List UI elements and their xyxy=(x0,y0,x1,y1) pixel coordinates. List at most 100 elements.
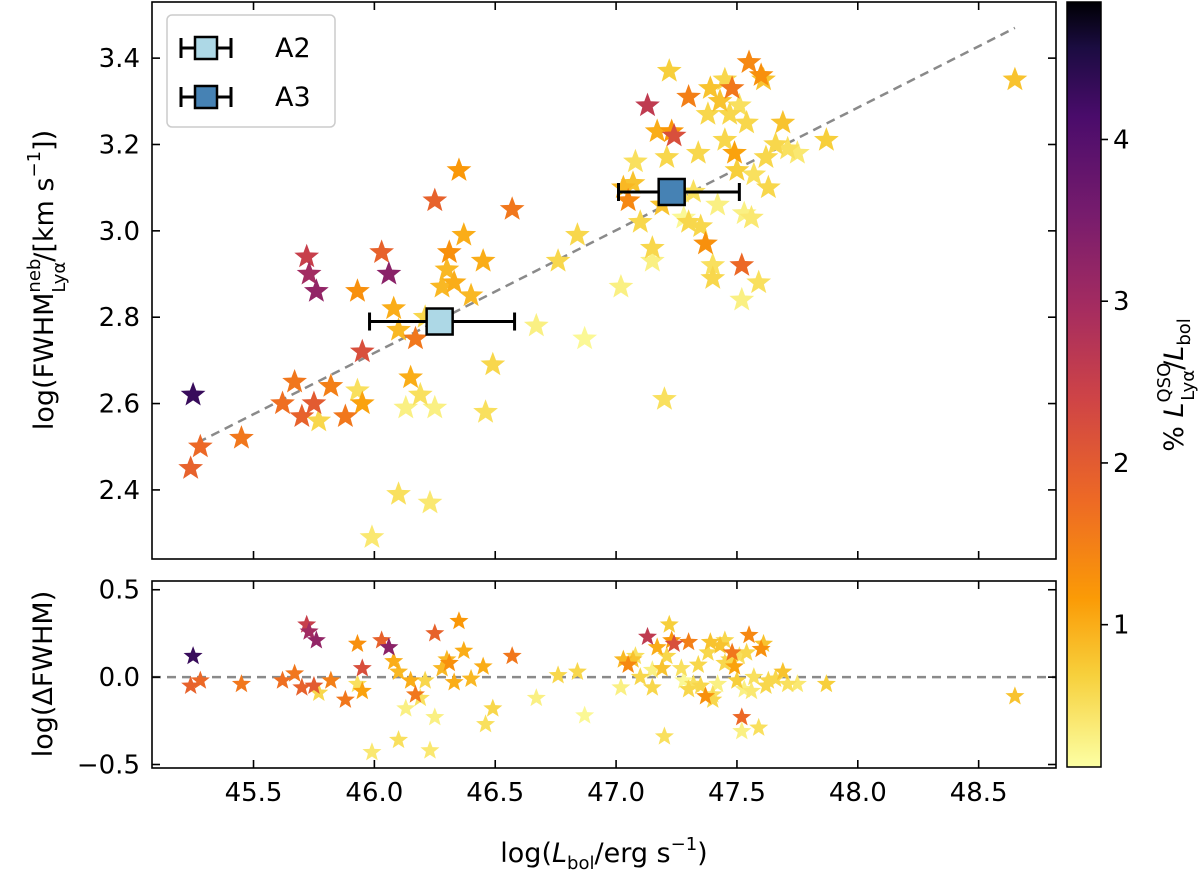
main-star-94 xyxy=(753,144,779,168)
residual-star-55 xyxy=(642,660,662,679)
main-star-32 xyxy=(434,256,460,281)
main-star-75 xyxy=(705,191,730,216)
main-star-52 xyxy=(627,209,653,233)
residual-star-49 xyxy=(618,654,638,673)
residual-star-78 xyxy=(715,653,735,672)
residual-star-20 xyxy=(384,651,404,670)
residual-star-85 xyxy=(732,721,752,740)
residual-panel: −0.50.00.5 45.5 46.0 46.5 47.0 47.5 48.0 48.5 … xyxy=(28,576,1057,873)
residual-y-tick-label: 0.0 xyxy=(99,663,140,693)
main-star-0 xyxy=(180,381,206,406)
residual-star-58 xyxy=(654,726,674,745)
residual-star-62 xyxy=(664,633,684,653)
residual-star-80 xyxy=(722,642,742,661)
main-star-84 xyxy=(729,252,755,276)
main-star-51 xyxy=(623,148,648,173)
main-star-85 xyxy=(729,286,755,311)
main-star-65 xyxy=(676,209,701,233)
main-star-60 xyxy=(656,58,682,82)
main-star-88 xyxy=(736,49,762,73)
main-axes-frame xyxy=(151,1,1057,560)
main-star-27 xyxy=(412,304,438,328)
legend-label-a3: A3 xyxy=(275,82,311,113)
main-star-7 xyxy=(294,243,320,268)
residual-x-tick-label: 48.0 xyxy=(829,778,887,808)
residual-x-tick-label: 45.5 xyxy=(225,778,283,808)
main-star-53 xyxy=(635,92,660,117)
residual-star-98 xyxy=(778,674,798,693)
binned-points xyxy=(368,177,741,336)
residual-star-77 xyxy=(715,630,735,649)
colorbar-tick-label: 2 xyxy=(1113,449,1130,479)
colorbar-tick-label: 1 xyxy=(1113,611,1130,641)
residual-star-51 xyxy=(625,646,645,665)
main-star-5 xyxy=(282,368,307,393)
main-stars xyxy=(178,49,1028,548)
main-star-59 xyxy=(654,144,680,168)
colorbar-gradient xyxy=(1066,1,1102,768)
binned-point-a3 xyxy=(617,177,741,207)
residual-star-24 xyxy=(401,670,421,689)
residual-star-79 xyxy=(720,649,740,668)
main-star-30 xyxy=(422,187,448,212)
main-star-13 xyxy=(333,403,358,428)
main-y-tick-label: 2.6 xyxy=(99,390,140,420)
residual-star-28 xyxy=(420,740,440,759)
residual-star-18 xyxy=(372,630,392,649)
main-star-22 xyxy=(386,481,411,505)
residual-star-50 xyxy=(623,649,643,668)
main-star-18 xyxy=(369,239,394,263)
main-star-58 xyxy=(652,386,677,410)
main-star-77 xyxy=(712,66,738,91)
main-star-38 xyxy=(470,248,496,272)
main-star-56 xyxy=(644,118,670,143)
residual-plot-area xyxy=(152,611,1056,761)
main-star-31 xyxy=(429,273,455,298)
residual-y-tick-label: 0.5 xyxy=(99,576,140,606)
fit-line xyxy=(197,26,1016,444)
main-star-3 xyxy=(229,425,254,449)
residual-star-91 xyxy=(749,717,769,736)
residual-star-4 xyxy=(273,670,293,689)
main-y-tick-label: 2.4 xyxy=(99,476,140,506)
residual-star-54 xyxy=(642,677,662,696)
residual-star-53 xyxy=(638,626,658,646)
main-star-76 xyxy=(707,88,733,112)
main-star-89 xyxy=(739,204,764,229)
main-star-25 xyxy=(403,325,428,350)
residual-star-38 xyxy=(473,656,493,675)
residual-axes-frame xyxy=(151,580,1057,769)
residual-star-16 xyxy=(352,681,372,700)
main-star-69 xyxy=(688,213,714,238)
main-star-68 xyxy=(685,140,711,164)
main-star-39 xyxy=(473,399,498,423)
residual-star-87 xyxy=(737,642,757,661)
main-star-91 xyxy=(746,269,772,294)
residual-star-13 xyxy=(335,689,355,708)
residual-star-37 xyxy=(461,668,481,687)
residual-star-82 xyxy=(727,670,747,689)
residual-star-47 xyxy=(611,677,631,696)
residual-y-tick-label: −0.5 xyxy=(77,751,140,781)
main-star-80 xyxy=(719,75,745,99)
x-axis-label: log(Lbol/erg s−1) xyxy=(500,834,707,873)
residual-star-70 xyxy=(696,686,716,705)
colorbar-tick-label: 3 xyxy=(1113,287,1130,317)
residual-star-46 xyxy=(362,742,382,761)
main-star-82 xyxy=(724,157,750,181)
main-star-42 xyxy=(523,312,549,337)
residual-star-90 xyxy=(744,667,764,686)
main-star-23 xyxy=(393,394,419,419)
main-star-4 xyxy=(270,390,295,415)
main-star-47 xyxy=(608,273,634,298)
residual-star-100 xyxy=(816,674,836,693)
residual-y-ticks: −0.5 0.0 0.5 xyxy=(77,576,1056,781)
residual-star-22 xyxy=(389,730,409,749)
residual-star-59 xyxy=(657,646,677,665)
residual-star-5 xyxy=(285,663,305,682)
residual-x-tick-label: 47.0 xyxy=(587,778,645,808)
residual-star-92 xyxy=(751,639,771,658)
residual-y-axis-label: log(ΔFWHM) xyxy=(28,591,59,758)
residual-star-21 xyxy=(389,661,409,680)
residual-star-25 xyxy=(405,684,425,703)
